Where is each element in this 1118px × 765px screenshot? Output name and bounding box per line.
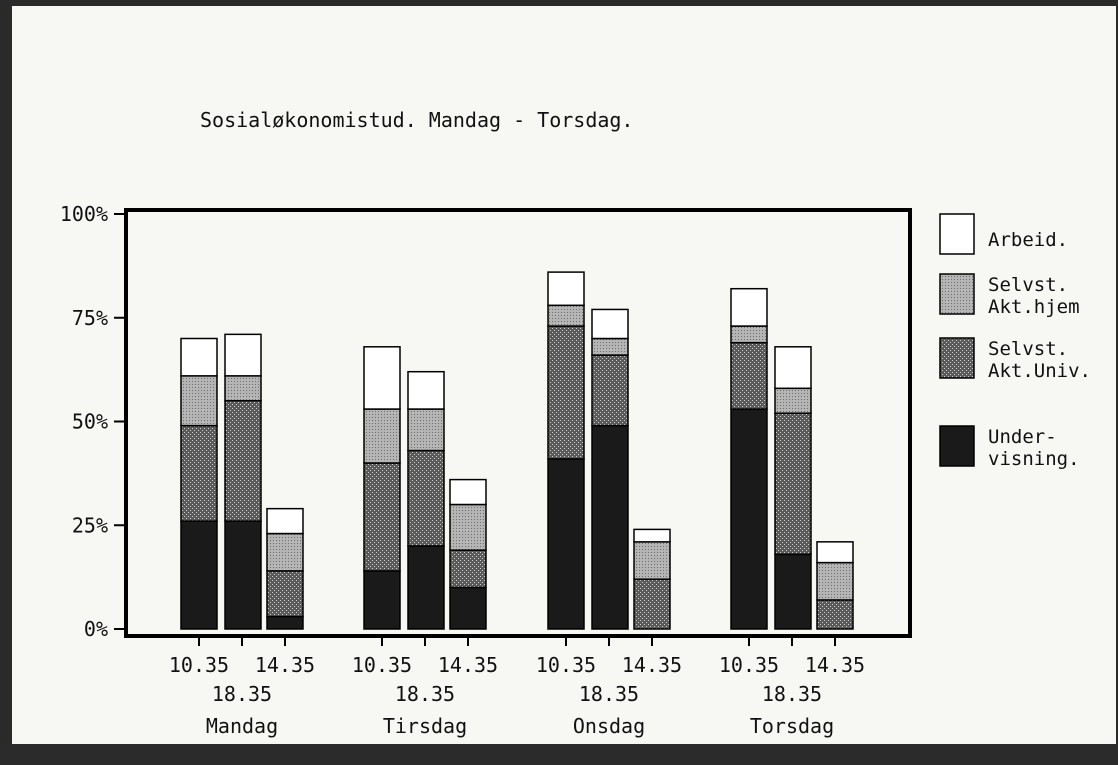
bar-segment-undervisning: [449, 586, 487, 630]
bar-segment-selvst_akt_hjem: [407, 408, 445, 452]
bar-segment-selvst_akt_hjem: [224, 375, 262, 402]
day-label: Mandag: [206, 714, 278, 738]
bar-segment-selvst_akt_univ: [180, 424, 218, 522]
bar-segment-selvst_akt_univ: [591, 354, 629, 427]
bar-segment-undervisning: [266, 615, 304, 630]
day-label: Onsdag: [573, 714, 645, 738]
legend-swatch-undervisning: [939, 425, 975, 467]
bar-segment-undervisning: [591, 424, 629, 630]
bar-segment-undervisning: [730, 408, 768, 630]
bar-segment-undervisning: [180, 520, 218, 630]
bar-segment-selvst_akt_univ: [224, 400, 262, 522]
bar-segment-arbeid: [774, 346, 812, 390]
bar-segment-arbeid: [363, 346, 401, 410]
bar-segment-arbeid: [730, 287, 768, 327]
bar-segment-selvst_akt_univ: [774, 412, 812, 556]
legend-swatch-selvst_akt_hjem: [939, 273, 975, 315]
bar-segment-selvst_akt_hjem: [363, 408, 401, 464]
bar-segment-selvst_akt_hjem: [730, 325, 768, 344]
chart-title: Sosialøkonomistud. Mandag - Torsdag.: [200, 108, 633, 132]
bar-segment-selvst_akt_univ: [633, 578, 671, 630]
bar-segment-selvst_akt_hjem: [816, 561, 854, 601]
bar-segment-selvst_akt_univ: [816, 599, 854, 630]
y-tick-label: 100%: [60, 202, 108, 226]
bar-segment-arbeid: [591, 308, 629, 340]
x-tick-label: 18.35: [395, 682, 455, 706]
bar-segment-undervisning: [547, 458, 585, 630]
bar-segment-selvst_akt_univ: [449, 549, 487, 589]
bars-layer: [180, 271, 854, 630]
bar-segment-selvst_akt_hjem: [180, 375, 218, 427]
y-axis: 100% 75% 50% 25% 0%: [60, 202, 128, 641]
legend-label-undervisning: Under-visning.: [988, 426, 1080, 470]
bar-segment-selvst_akt_univ: [363, 462, 401, 572]
bar-segment-arbeid: [180, 337, 218, 377]
bar-segment-undervisning: [224, 520, 262, 630]
bar-segment-selvst_akt_hjem: [774, 387, 812, 414]
legend-label-selvst_akt_univ: Selvst. Akt.Univ.: [988, 338, 1091, 382]
bar-segment-arbeid: [266, 507, 304, 535]
bar-segment-arbeid: [816, 541, 854, 564]
legend-label-selvst_akt_hjem: Selvst. Akt.hjem: [988, 274, 1080, 318]
bar-segment-selvst_akt_hjem: [449, 503, 487, 551]
bar-segment-selvst_akt_univ: [407, 449, 445, 547]
legend: Arbeid. Selvst. Akt.hjem Selvst. Akt.Univ. Un…: [939, 213, 1091, 470]
x-tick-label: 18.35: [762, 682, 822, 706]
x-tick-label: 10.35: [536, 653, 596, 677]
plot-area-frame: [124, 208, 912, 638]
day-label: Tirsdag: [383, 714, 467, 738]
bar-segment-arbeid: [449, 478, 487, 506]
y-tick-label: 50%: [72, 410, 108, 434]
x-tick-label: 14.35: [622, 653, 682, 677]
bar-segment-selvst_akt_hjem: [591, 337, 629, 356]
y-tick-label: 0%: [84, 617, 108, 641]
bar-segment-undervisning: [774, 553, 812, 630]
legend-swatch-selvst_akt_univ: [939, 337, 975, 379]
y-tick-label: 75%: [72, 306, 108, 330]
bar-segment-arbeid: [224, 333, 262, 377]
x-axis: 10.35 14.35 18.35 Mandag 10.35 14.35 18.35 Tirs…: [169, 636, 865, 738]
y-tick-label: 25%: [72, 513, 108, 537]
legend-label-arbeid: Arbeid.: [988, 229, 1068, 251]
bar-segment-selvst_akt_hjem: [266, 532, 304, 572]
bar-segment-selvst_akt_univ: [266, 570, 304, 618]
x-tick-label: 14.35: [438, 653, 498, 677]
bar-segment-selvst_akt_univ: [730, 341, 768, 410]
bar-segment-arbeid: [633, 528, 671, 543]
day-label: Torsdag: [750, 714, 834, 738]
bar-segment-arbeid: [547, 271, 585, 307]
x-tick-label: 10.35: [352, 653, 412, 677]
bottom-strip: [0, 744, 1118, 765]
legend-swatch-arbeid: [939, 213, 975, 255]
bar-segment-selvst_akt_hjem: [633, 541, 671, 580]
x-tick-label: 18.35: [579, 682, 639, 706]
x-tick-label: 14.35: [255, 653, 315, 677]
bar-segment-undervisning: [407, 545, 445, 630]
x-tick-label: 14.35: [805, 653, 865, 677]
bar-segment-selvst_akt_univ: [547, 325, 585, 460]
x-tick-label: 18.35: [212, 682, 272, 706]
bar-segment-arbeid: [407, 370, 445, 410]
x-tick-label: 10.35: [719, 653, 779, 677]
bar-segment-undervisning: [363, 570, 401, 630]
bar-segment-selvst_akt_hjem: [547, 304, 585, 327]
x-tick-label: 10.35: [169, 653, 229, 677]
